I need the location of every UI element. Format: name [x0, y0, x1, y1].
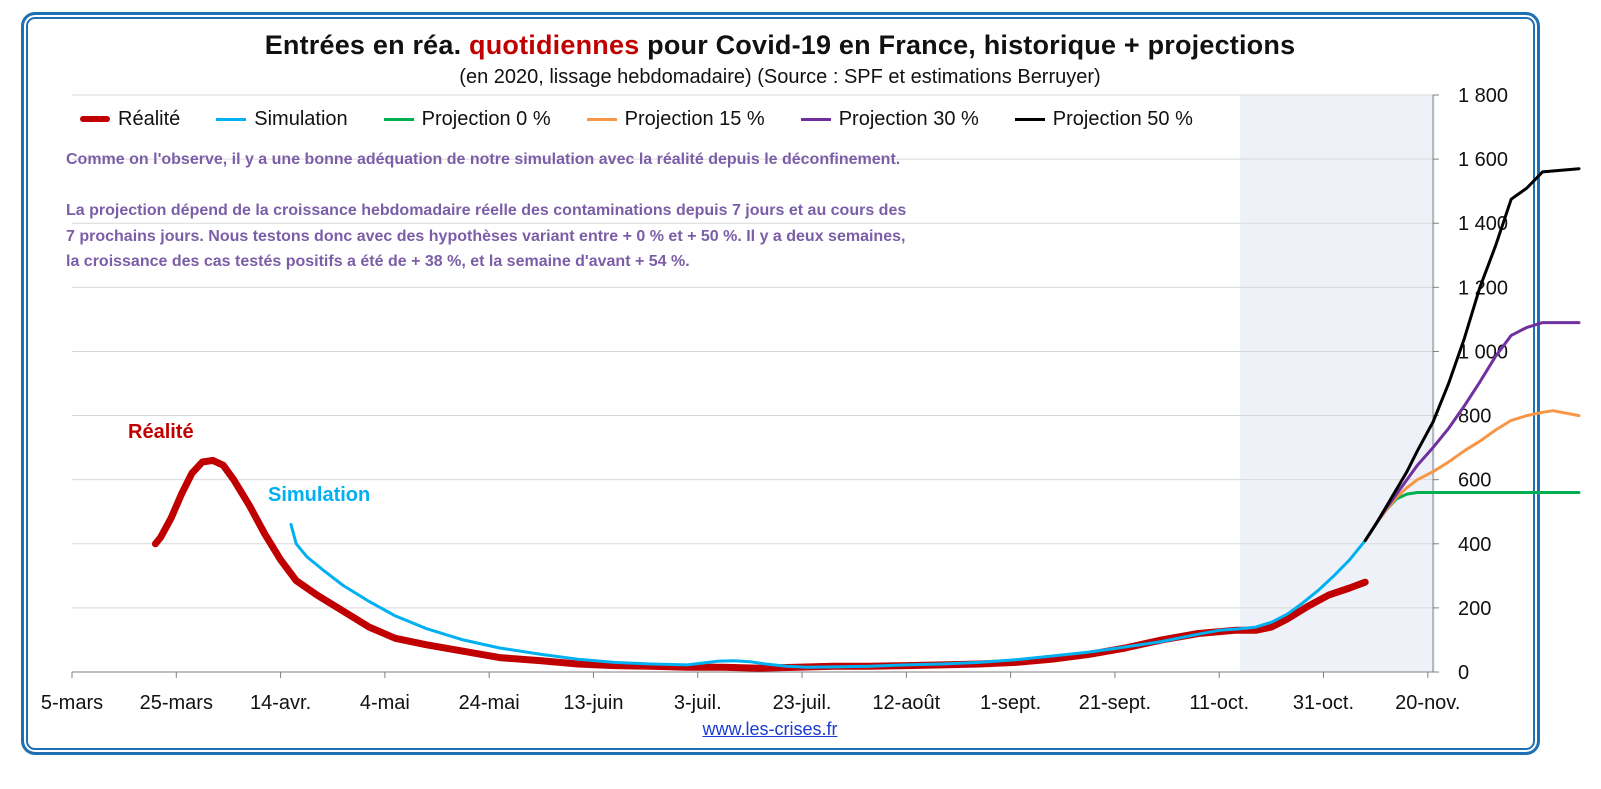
x-tick-label: 5-mars — [41, 692, 103, 714]
legend-item-projection-50: Projection 50 % — [1014, 107, 1193, 131]
source-link-text[interactable]: www.les-crises.fr — [702, 719, 838, 739]
annotation-line-1: Comme on l'observe, il y a une bonne adé… — [66, 151, 901, 168]
legend-item-projection-30: Projection 30 % — [800, 107, 979, 131]
legend-item-realite: Réalité — [80, 108, 180, 131]
projection-shaded-area — [1240, 95, 1435, 672]
legend-item-projection-0: Projection 0 % — [383, 107, 551, 131]
chart-legend: Réalité Simulation Projection 0 % Projec… — [80, 106, 1229, 132]
x-tick-label: 14-avr. — [250, 692, 311, 714]
legend-swatch-realite — [80, 116, 110, 122]
y-tick-label: 1 600 — [1458, 149, 1508, 171]
title-part-1: Entrées en réa. — [264, 30, 470, 60]
annotation-para-line-2: 7 prochains jours. Nous testons donc ave… — [66, 227, 906, 245]
legend-label-realite: Réalité — [118, 107, 181, 130]
legend-label-projection-15: Projection 15 % — [624, 107, 765, 130]
x-tick-label: 25-mars — [140, 692, 213, 714]
chart-subtitle: (en 2020, lissage hebdomadaire) (Source … — [459, 66, 1101, 88]
legend-label-projection-0: Projection 0 % — [421, 107, 551, 130]
legend-swatch-projection-50 — [1014, 117, 1045, 121]
x-tick-label: 31-oct. — [1293, 692, 1354, 714]
x-tick-label: 1-sept. — [980, 692, 1041, 714]
y-tick-label: 0 — [1458, 662, 1469, 684]
title-highlight: quotidiennes — [469, 30, 640, 60]
y-tick-label: 600 — [1458, 470, 1491, 492]
x-tick-label: 23-juil. — [773, 692, 832, 714]
legend-item-projection-15: Projection 15 % — [586, 107, 765, 131]
y-tick-label: 200 — [1458, 598, 1491, 620]
legend-item-simulation: Simulation — [216, 107, 348, 131]
legend-swatch-simulation — [216, 117, 247, 121]
y-tick-label: 1 400 — [1458, 213, 1508, 235]
x-tick-label: 21-sept. — [1079, 692, 1151, 714]
x-tick-label: 11-oct. — [1189, 692, 1249, 714]
legend-label-projection-50: Projection 50 % — [1052, 107, 1193, 130]
annotation-para-line-1: La projection dépend de la croissance he… — [66, 202, 907, 219]
legend-label-simulation: Simulation — [254, 107, 348, 130]
x-tick-label: 24-mai — [459, 692, 520, 714]
legend-swatch-projection-0 — [383, 117, 414, 121]
legend-swatch-projection-15 — [586, 117, 617, 121]
y-tick-label: 800 — [1458, 406, 1491, 428]
x-tick-label: 12-août — [872, 692, 940, 714]
y-tick-label: 1 800 — [1458, 85, 1508, 107]
series-inline-label: Simulation — [268, 484, 370, 506]
x-tick-label: 3-juil. — [674, 692, 722, 714]
annotation-para-line-3: la croissance des cas testés positifs a … — [66, 253, 690, 270]
chart-title: Entrées en réa. quotidiennes pour Covid-… — [0, 30, 1560, 61]
series-line-5 — [1363, 167, 1581, 543]
series-line-1 — [289, 523, 1367, 669]
x-tick-label: 13-juin — [563, 692, 623, 714]
y-tick-label: 1 000 — [1458, 341, 1508, 363]
source-link[interactable]: www.les-crises.fr — [0, 719, 1540, 740]
series-inline-label: Réalité — [128, 421, 194, 443]
y-tick-label: 400 — [1458, 534, 1491, 556]
y-tick-label: 1 200 — [1458, 277, 1508, 299]
annotation-paragraph: La projection dépend de la croissance he… — [66, 198, 906, 275]
x-tick-label: 20-nov. — [1395, 692, 1460, 714]
legend-label-projection-30: Projection 30 % — [838, 107, 979, 130]
title-part-3: pour Covid-19 en France, historique + pr… — [639, 30, 1296, 60]
x-tick-label: 4-mai — [360, 692, 410, 714]
legend-swatch-projection-30 — [800, 117, 831, 121]
